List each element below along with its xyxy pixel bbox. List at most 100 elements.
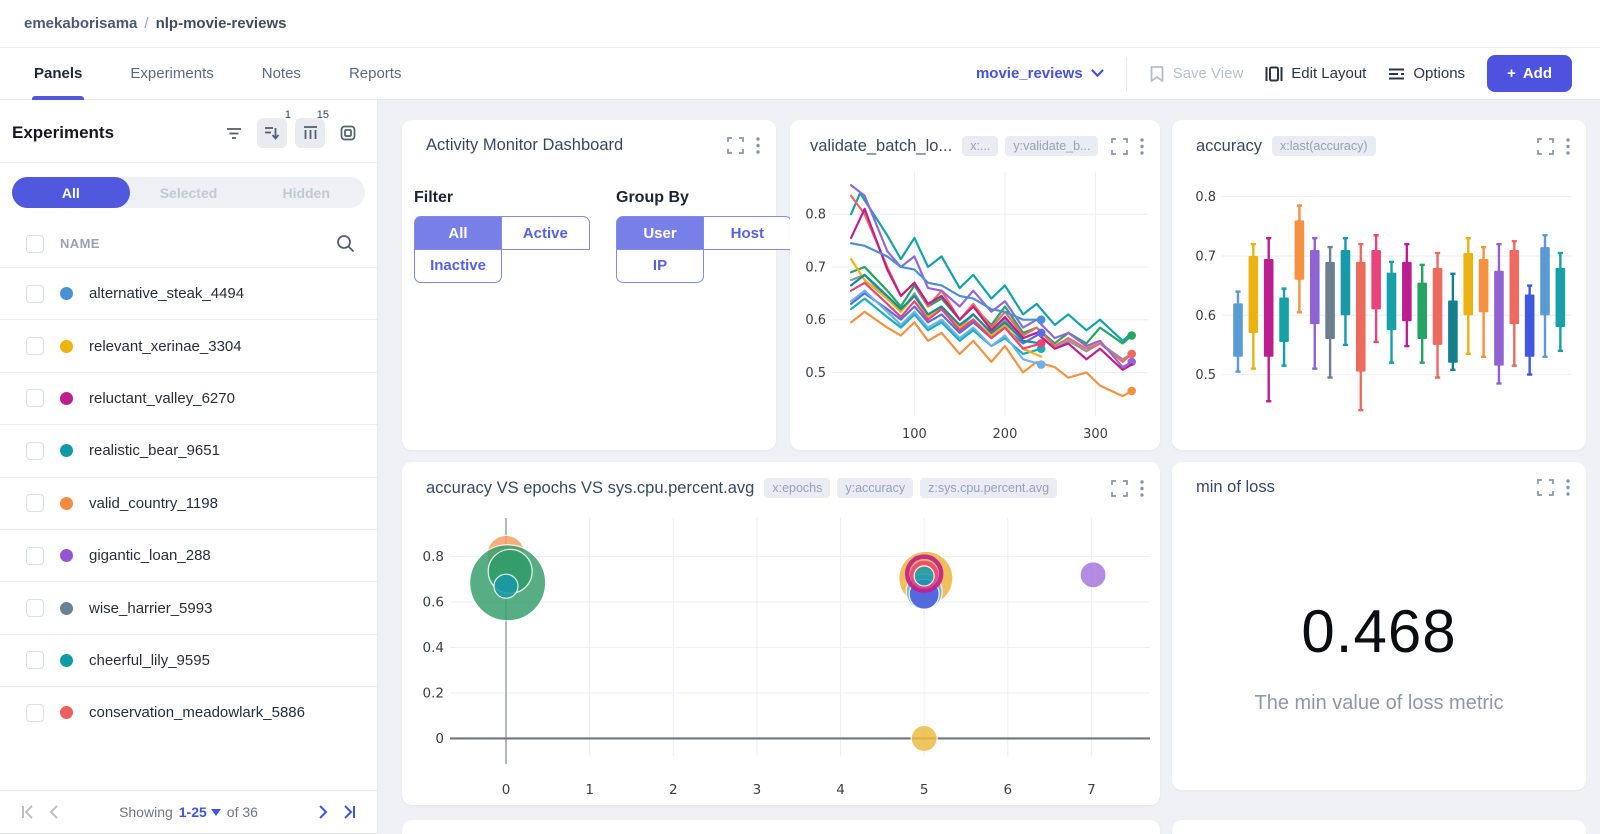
tab-label: Panels: [34, 65, 83, 82]
experiment-row[interactable]: valid_country_1198: [0, 476, 377, 529]
experiment-row[interactable]: wise_harrier_5993: [0, 581, 377, 634]
line-chart[interactable]: 0.5 0.6 0.7 0.8 100 200 300: [790, 164, 1158, 446]
experiment-checkbox[interactable]: [26, 389, 44, 408]
edit-layout-button[interactable]: Edit Layout: [1265, 65, 1366, 82]
breadcrumb-project[interactable]: nlp-movie-reviews: [155, 15, 287, 32]
active-tab-underline: [32, 95, 85, 100]
expand-icon[interactable]: [727, 137, 744, 154]
tab-label: Notes: [261, 65, 301, 82]
experiment-row[interactable]: gigantic_loan_288: [0, 528, 377, 582]
next-page-icon[interactable]: [317, 804, 329, 820]
kebab-icon[interactable]: [1566, 137, 1570, 155]
toolbar-divider: [1125, 56, 1127, 91]
filter-active-button[interactable]: Active: [500, 216, 590, 250]
kebab-icon[interactable]: [1140, 479, 1144, 497]
expand-icon[interactable]: [1111, 479, 1128, 497]
kebab-icon[interactable]: [756, 137, 760, 154]
experiment-name: realistic_bear_9651: [89, 442, 220, 460]
tab-experiments[interactable]: Experiments: [106, 48, 237, 100]
panel-tags: x:epochs y:accuracy z:sys.cpu.percent.avg: [764, 478, 1058, 498]
svg-text:4: 4: [836, 782, 845, 798]
svg-text:0.5: 0.5: [805, 366, 826, 381]
metric-tag: y:accuracy: [837, 478, 914, 498]
experiment-checkbox[interactable]: [26, 284, 44, 303]
search-icon[interactable]: [336, 234, 355, 253]
expand-icon[interactable]: [1537, 479, 1554, 496]
experiment-checkbox[interactable]: [26, 651, 44, 670]
svg-text:1: 1: [585, 782, 594, 798]
filter-all-button[interactable]: All: [414, 216, 502, 250]
filter-icon[interactable]: [219, 118, 249, 148]
options-button[interactable]: Options: [1388, 65, 1465, 82]
kebab-icon[interactable]: [1566, 479, 1570, 496]
panel-title: min of loss: [1196, 478, 1275, 496]
groupby-host-button[interactable]: Host: [702, 216, 792, 250]
outline-square-icon[interactable]: [333, 118, 363, 148]
columns-icon[interactable]: 15: [295, 109, 329, 148]
experiment-row[interactable]: relevant_xerinae_3304: [0, 319, 377, 372]
tab-reports[interactable]: Reports: [325, 48, 426, 100]
sort-icon[interactable]: 1: [257, 109, 291, 148]
showing-label: Showing: [119, 804, 173, 820]
experiment-checkbox[interactable]: [26, 546, 44, 565]
svg-text:0.6: 0.6: [1195, 309, 1216, 324]
save-view-label: Save View: [1172, 65, 1244, 82]
tab-notes[interactable]: Notes: [238, 48, 325, 100]
save-view-button[interactable]: Save View: [1149, 65, 1244, 83]
segment-all[interactable]: All: [12, 177, 130, 208]
tab-label: Reports: [348, 65, 402, 82]
panel-title: accuracy VS epochs VS sys.cpu.percent.av…: [426, 478, 755, 497]
experiments-list: alternative_steak_4494 relevant_xerinae_3…: [0, 267, 377, 739]
panels-canvas: Activity Monitor Dashboard Filter All Act…: [378, 100, 1600, 834]
toolbar: movie_reviews Save View Edit Layout Opti…: [976, 55, 1590, 92]
panel-min-loss: min of loss 0.468 The min value of loss …: [1172, 462, 1586, 790]
segment-hidden[interactable]: Hidden: [282, 184, 330, 201]
list-header-row: NAME: [0, 208, 377, 267]
kebab-icon[interactable]: [1140, 137, 1144, 155]
experiment-row[interactable]: cheerful_lily_9595: [0, 633, 377, 687]
prev-page-icon[interactable]: [48, 804, 60, 820]
groupby-label: Group By: [616, 189, 689, 206]
experiment-checkbox[interactable]: [26, 441, 44, 460]
first-page-icon[interactable]: [20, 804, 36, 820]
top-bar: emekaborisama / nlp-movie-reviews: [0, 0, 1600, 48]
panel-title: validate_batch_lo...: [810, 136, 953, 155]
bubble-chart[interactable]: 0 1 2 3 4 5 6 7 0 0.2 0.4 0.6 0.8: [402, 506, 1158, 800]
bookmark-icon: [1150, 65, 1164, 82]
add-button[interactable]: + Add: [1487, 55, 1572, 92]
svg-text:0.5: 0.5: [1195, 368, 1216, 383]
tab-bar: Panels Experiments Notes Reports movie_revi…: [0, 48, 1600, 100]
view-selector[interactable]: movie_reviews: [976, 65, 1104, 82]
experiment-row[interactable]: alternative_steak_4494: [0, 267, 377, 320]
experiment-checkbox[interactable]: [26, 337, 44, 356]
expand-icon[interactable]: [1111, 137, 1128, 155]
segment-selected[interactable]: Selected: [159, 184, 218, 201]
panel-accuracy-epochs-cpu: accuracy VS epochs VS sys.cpu.percent.av…: [402, 462, 1160, 805]
experiment-checkbox[interactable]: [26, 703, 44, 722]
groupby-user-button[interactable]: User: [616, 216, 704, 250]
experiment-row[interactable]: reluctant_valley_6270: [0, 371, 377, 425]
select-all-checkbox[interactable]: [26, 234, 44, 253]
box-chart[interactable]: 0.5 0.6 0.7 0.8: [1172, 164, 1584, 440]
last-page-icon[interactable]: [341, 804, 357, 820]
experiment-row[interactable]: realistic_bear_9651: [0, 424, 377, 477]
panel-validate-batch-loss: validate_batch_lo... x:... y:validate_b..…: [790, 120, 1160, 450]
experiment-checkbox[interactable]: [26, 494, 44, 513]
breadcrumb-owner[interactable]: emekaborisama: [24, 15, 138, 32]
visibility-segmented-control: All Selected Hidden: [12, 177, 365, 208]
expand-icon[interactable]: [1537, 137, 1554, 155]
svg-text:0.8: 0.8: [423, 549, 444, 565]
pagination-bar: Showing 1-25 of 36: [0, 790, 377, 834]
tab-panels[interactable]: Panels: [10, 48, 106, 100]
filter-inactive-button[interactable]: Inactive: [414, 248, 502, 283]
page-range-dropdown[interactable]: 1-25: [179, 804, 221, 820]
svg-text:0.6: 0.6: [805, 313, 826, 328]
metric-tag: z:sys.cpu.percent.avg: [920, 478, 1058, 498]
groupby-ip-button[interactable]: IP: [616, 248, 704, 283]
experiment-checkbox[interactable]: [26, 599, 44, 618]
panel-accuracy-box: accuracy x:last(accuracy) 0.5 0.6 0.7 0.8: [1172, 120, 1586, 450]
experiment-row[interactable]: conservation_meadowlark_5886: [0, 686, 377, 739]
groupby-group: Group By User Host IP: [616, 189, 792, 283]
experiment-color-dot: [60, 339, 73, 353]
svg-text:300: 300: [1083, 427, 1108, 442]
